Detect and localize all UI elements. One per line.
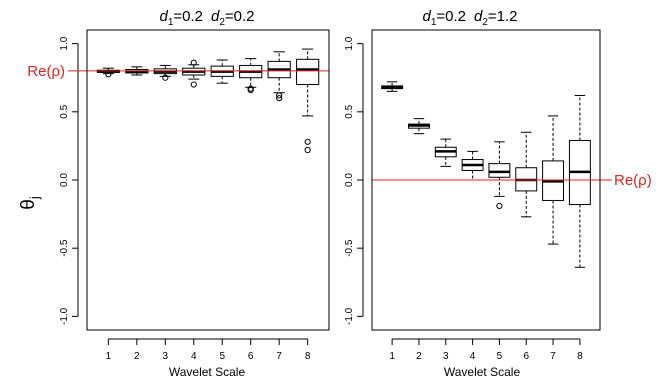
outlier-point: [105, 71, 112, 78]
x-tick-label: 2: [134, 351, 140, 362]
box-8: [296, 48, 320, 154]
panel-right-title: d1=0.2 d2=1.2: [422, 8, 517, 28]
box-2: [407, 118, 430, 135]
panel-right-plot: -1.0 -0.5 0.0 0.5 1.0 1 2 3 4 5 6 7 8 Re(ρ): [344, 29, 652, 362]
x-tick-label: 2: [416, 351, 422, 362]
x-tick-label: 8: [577, 351, 583, 362]
box-4: [182, 59, 206, 88]
outlier-point: [190, 59, 197, 66]
box-5: [210, 59, 234, 84]
outlier-point: [496, 202, 503, 210]
box-7: [267, 51, 291, 102]
panel-left: d1=0.2 d2=0.2 -1.0 -0.5 0.0 0.5 1.0 1 2 3 4 5 6 7 8 Re…: [27, 8, 330, 379]
plot-frame: [86, 29, 330, 331]
outlier-point: [190, 81, 197, 88]
y-tick-label: -0.5: [344, 239, 355, 257]
x-tick-label: 6: [523, 351, 529, 362]
plot-frame: [371, 29, 601, 331]
y-tick-label: -1.0: [344, 307, 355, 325]
x-tick-label: 6: [248, 351, 254, 362]
y-axis-label-theta: θ: [18, 199, 39, 210]
box-4: [461, 150, 484, 181]
y-tick-label: -1.0: [59, 307, 70, 325]
y-tick-label: 0.5: [344, 104, 355, 118]
panel-right-x-axis-label: Wavelet Scale: [444, 365, 521, 379]
y-tick-label: -0.5: [59, 239, 70, 257]
y-axis-label-sub: j: [27, 196, 42, 200]
reference-label: Re(ρ): [614, 172, 652, 189]
panel-left-plot: -1.0 -0.5 0.0 0.5 1.0 1 2 3 4 5 6 7 8 Re(ρ): [27, 29, 330, 362]
x-tick-label: 7: [550, 351, 556, 362]
box-1: [381, 81, 404, 92]
box-8: [568, 94, 591, 268]
x-tick-label: 5: [497, 351, 503, 362]
x-tick-label: 5: [219, 351, 225, 362]
box-3: [434, 138, 457, 167]
panel-left-x-axis-label: Wavelet Scale: [169, 365, 246, 379]
panel-right: d1=0.2 d2=1.2 -1.0 -0.5 0.0 0.5 1.0 1 2 3 4 5 6 7 8 Re…: [344, 8, 652, 379]
reference-label: Re(ρ): [27, 63, 65, 80]
x-tick-label: 3: [443, 351, 449, 362]
outlier-point: [304, 146, 311, 154]
box-1: [96, 67, 120, 78]
outlier-point: [162, 74, 169, 81]
box-6: [239, 58, 263, 94]
y-tick-label: 0.0: [59, 173, 70, 187]
outlier-point: [276, 92, 283, 99]
x-tick-label: 4: [191, 351, 197, 362]
x-tick-label: 8: [305, 351, 311, 362]
x-tick-label: 3: [163, 351, 169, 362]
y-tick-label: 0.5: [59, 104, 70, 118]
box-iqr: [296, 58, 320, 86]
x-tick-label: 1: [106, 351, 112, 362]
box-3: [153, 64, 177, 81]
y-axis-label: θj: [18, 196, 42, 210]
outlier-point: [276, 95, 283, 102]
y-tick-label: 0.0: [344, 173, 355, 187]
box-5: [488, 141, 511, 210]
x-tick-label: 1: [389, 351, 395, 362]
panel-left-title: d1=0.2 d2=0.2: [159, 8, 254, 28]
x-tick-label: 4: [470, 351, 476, 362]
outlier-point: [247, 86, 254, 94]
box-7: [542, 115, 565, 245]
box-6: [515, 131, 538, 218]
box-iqr: [488, 163, 511, 178]
y-tick-label: 1.0: [59, 36, 70, 50]
x-tick-label: 7: [276, 351, 282, 362]
y-tick-label: 1.0: [344, 36, 355, 50]
outlier-point: [304, 138, 311, 145]
